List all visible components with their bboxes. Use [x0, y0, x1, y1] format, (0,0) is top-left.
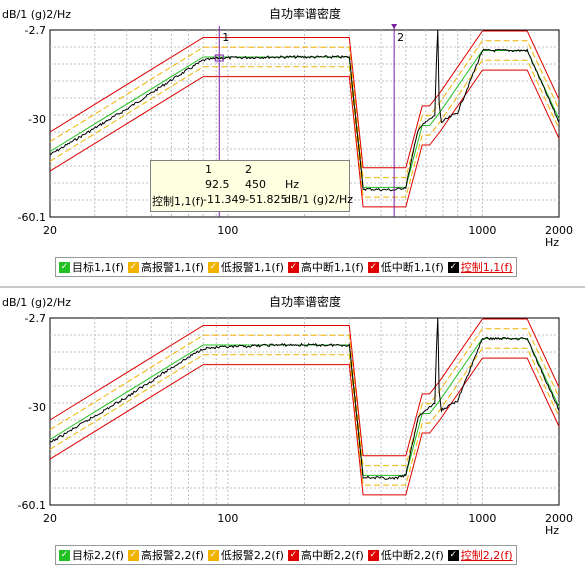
legend-checkbox[interactable]: ✓ [367, 261, 379, 273]
legend-checkbox[interactable]: ✓ [207, 549, 219, 561]
y-tick-label: -30 [28, 401, 46, 414]
y-axis-label: dB/1 (g)2/Hz [2, 296, 71, 309]
x-tick-label: 2000 [545, 224, 573, 237]
x-tick-label: 20 [43, 512, 57, 525]
legend-checkbox[interactable]: ✓ [447, 261, 459, 273]
cursor-label: 1 [222, 31, 229, 44]
y-tick-label: -60.1 [18, 499, 46, 512]
legend-label: 高报警2,2(f) [140, 549, 204, 562]
series-line [49, 318, 560, 457]
readout-value-1: -11.349 [203, 193, 246, 206]
series-line [49, 357, 560, 496]
legend-label: 目标1,1(f) [72, 261, 124, 274]
legend-item[interactable]: ✓ 低报警2,2(f) [207, 547, 284, 563]
cursor-label: 2 [397, 31, 404, 44]
cursor-readout: 1 2 92.5 450 Hz 控制1,1(f) -11.349 -51.825… [150, 160, 354, 212]
legend-item[interactable]: ✓ 目标2,2(f) [59, 547, 124, 563]
readout-series-name: 控制1,1(f) [152, 195, 204, 208]
legend-2: ✓ 目标2,2(f) ✓ 高报警2,2(f) ✓ 低报警2,2(f) ✓ 高中断2,2(f) ✓… [55, 545, 517, 565]
legend-item[interactable]: ✓ 目标1,1(f) [59, 259, 124, 275]
series-line [49, 29, 560, 192]
chart-title: 自功率谱密度 [269, 294, 341, 309]
panel-divider [0, 286, 585, 288]
x-tick-label: 1000 [468, 512, 496, 525]
psd-panel-1: 自功率谱密度 dB/1 (g)2/Hz Hz 20 100 1000 2000 -2.7… [0, 0, 585, 288]
readout-col1-header: 1 [205, 163, 212, 176]
legend-item[interactable]: ✓ 高报警2,2(f) [127, 547, 204, 563]
legend-label: 低报警2,2(f) [220, 549, 284, 562]
readout-value-2: -51.825 [245, 193, 288, 206]
cursor-marker [214, 54, 224, 62]
series-line [49, 347, 560, 486]
legend-label: 目标2,2(f) [72, 549, 124, 562]
y-axis-label: dB/1 (g)2/Hz [2, 8, 71, 21]
legend-label: 控制2,2(f) [460, 549, 513, 562]
x-tick-label: 20 [43, 224, 57, 237]
legend-label: 控制1,1(f) [460, 261, 513, 274]
legend-item[interactable]: ✓ 低中断2,2(f) [367, 547, 444, 563]
y-tick-label: -30 [28, 113, 46, 126]
series-line [49, 317, 560, 480]
series-line [49, 59, 560, 198]
y-tick-label: -2.7 [25, 312, 46, 325]
x-unit-label: Hz [545, 524, 559, 537]
readout-col2-header: 2 [245, 163, 252, 176]
chart-title: 自功率谱密度 [269, 6, 341, 21]
legend-item[interactable]: ✓ 高报警1,1(f) [127, 259, 204, 275]
x-tick-label: 2000 [545, 512, 573, 525]
legend-checkbox[interactable]: ✓ [287, 261, 299, 273]
series-line [49, 30, 560, 169]
x-tick-label: 100 [217, 224, 238, 237]
readout-freq-unit: Hz [285, 178, 300, 191]
legend-checkbox[interactable]: ✓ [447, 549, 459, 561]
legend-checkbox[interactable]: ✓ [59, 261, 70, 273]
legend-label: 低中断1,1(f) [380, 261, 444, 274]
legend-label: 高中断2,2(f) [300, 549, 364, 562]
legend-item[interactable]: ✓ 高中断2,2(f) [287, 547, 364, 563]
y-tick-label: -2.7 [25, 24, 46, 37]
legend-checkbox[interactable]: ✓ [127, 261, 139, 273]
legend-checkbox[interactable]: ✓ [207, 261, 219, 273]
legend-checkbox[interactable]: ✓ [287, 549, 299, 561]
series-line [49, 328, 560, 467]
psd-chart-2[interactable]: 自功率谱密度 dB/1 (g)2/Hz Hz 20 100 1000 2000 -2.7… [0, 288, 585, 576]
cursor-handle[interactable] [391, 24, 398, 29]
legend-checkbox[interactable]: ✓ [367, 549, 379, 561]
legend-label: 低中断2,2(f) [380, 549, 444, 562]
legend-1: ✓ 目标1,1(f) ✓ 高报警1,1(f) ✓ 低报警1,1(f) ✓ 高中断1,1(f) ✓… [55, 257, 517, 277]
x-tick-label: 1000 [468, 224, 496, 237]
series-line [49, 40, 560, 179]
legend-checkbox[interactable]: ✓ [59, 549, 70, 561]
legend-checkbox[interactable]: ✓ [127, 549, 139, 561]
readout-freq-2: 450 [245, 178, 266, 191]
x-unit-label: Hz [545, 236, 559, 249]
psd-panel-2: 自功率谱密度 dB/1 (g)2/Hz Hz 20 100 1000 2000 -2.7… [0, 288, 585, 576]
legend-item[interactable]: ✓ 控制2,2(f) [447, 547, 513, 563]
readout-value-unit: dB/1 (g)2/Hz [284, 193, 354, 206]
legend-label: 低报警1,1(f) [220, 261, 284, 274]
legend-label: 高报警1,1(f) [140, 261, 204, 274]
y-tick-label: -60.1 [18, 211, 46, 224]
legend-item[interactable]: ✓ 低中断1,1(f) [367, 259, 444, 275]
psd-chart-1[interactable]: 自功率谱密度 dB/1 (g)2/Hz Hz 20 100 1000 2000 -2.7… [0, 0, 585, 288]
legend-label: 高中断1,1(f) [300, 261, 364, 274]
legend-item[interactable]: ✓ 高中断1,1(f) [287, 259, 364, 275]
x-tick-label: 100 [217, 512, 238, 525]
readout-freq-1: 92.5 [205, 178, 230, 191]
legend-item[interactable]: ✓ 低报警1,1(f) [207, 259, 284, 275]
legend-item[interactable]: ✓ 控制1,1(f) [447, 259, 513, 275]
series-line [49, 69, 560, 208]
